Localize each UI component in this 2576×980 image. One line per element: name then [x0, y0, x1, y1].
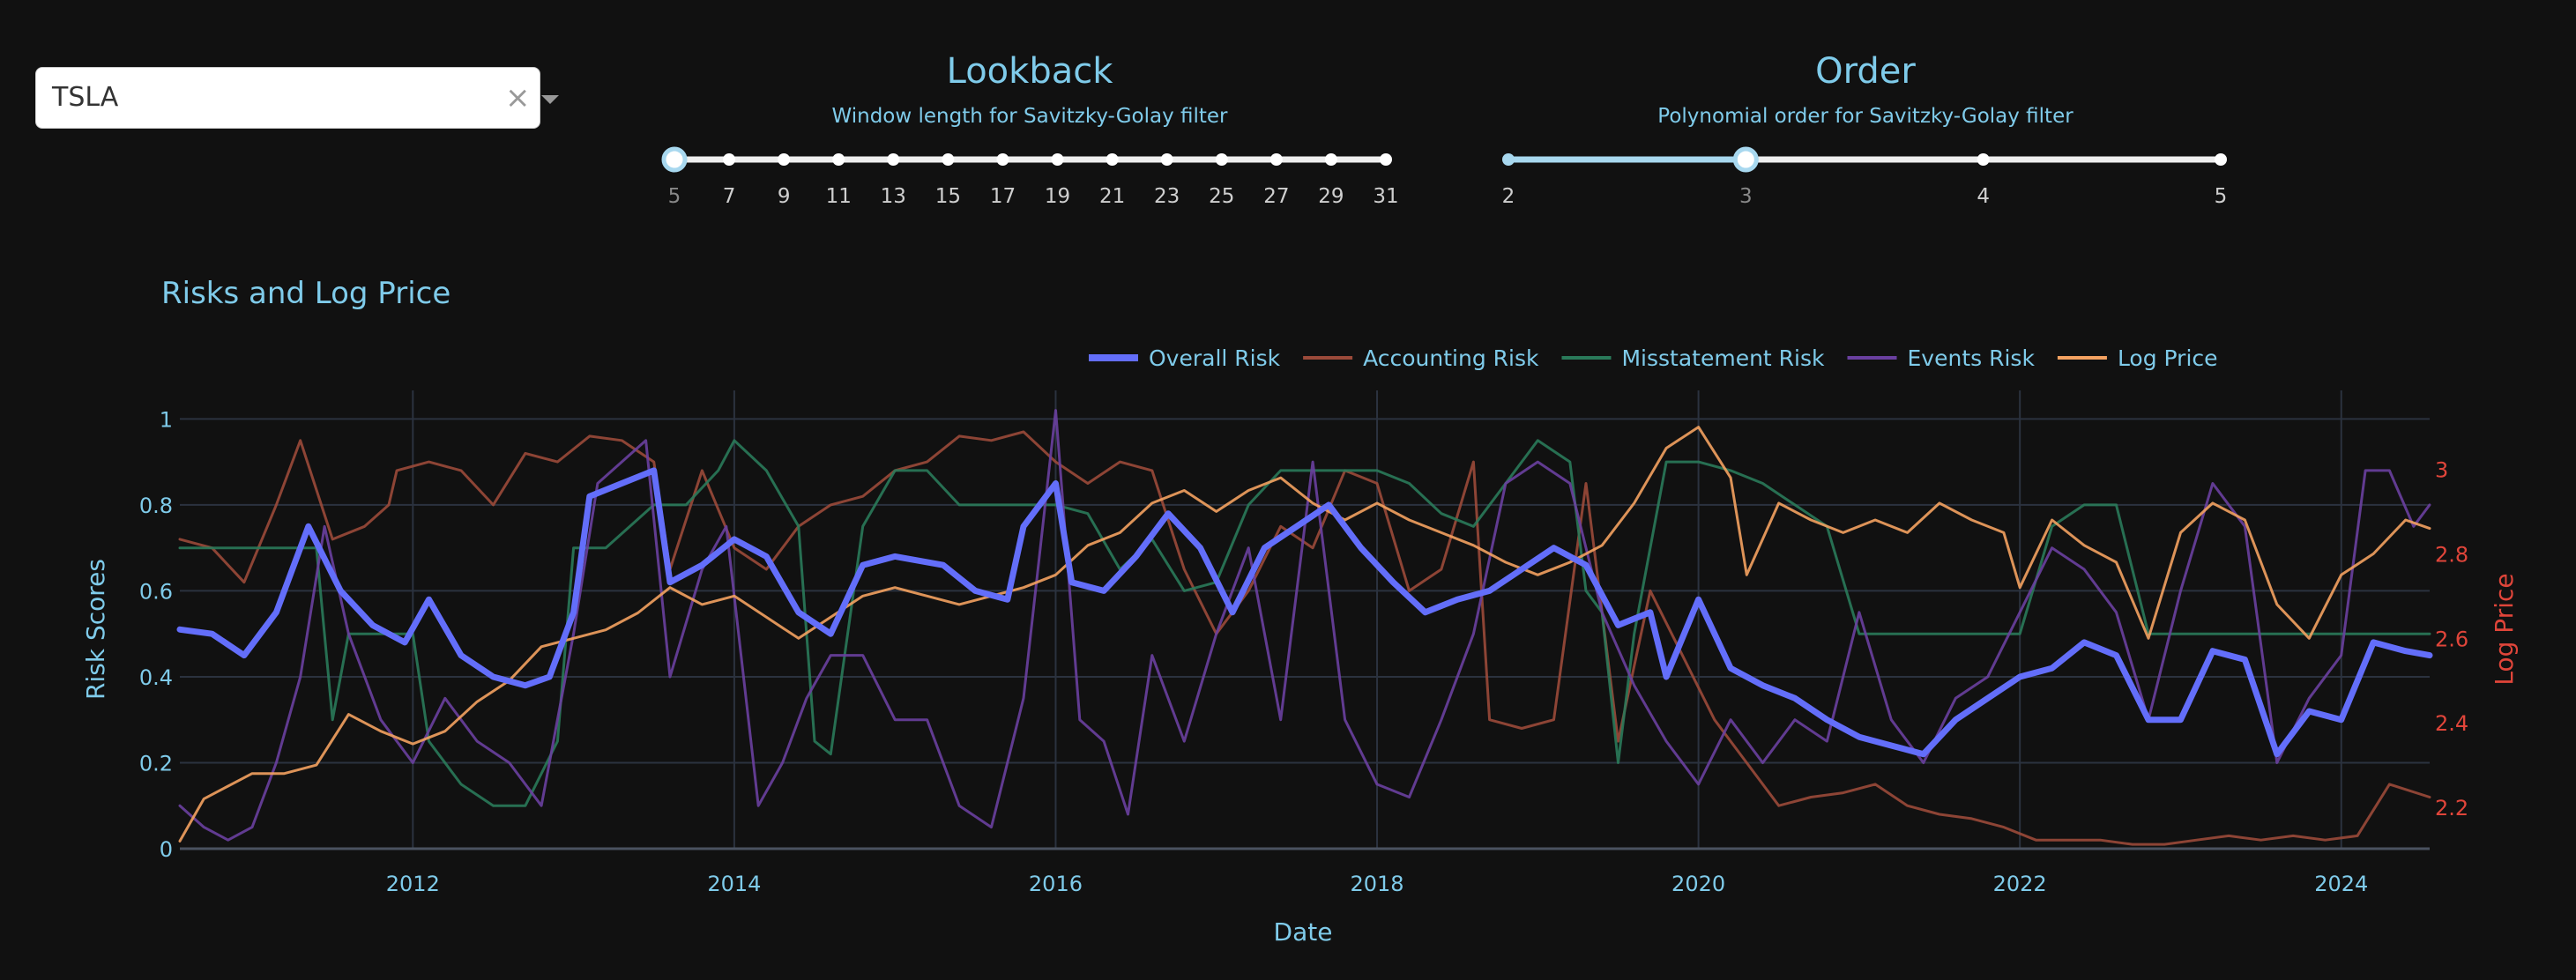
series-line-accounting-risk	[178, 430, 2431, 846]
lookback-slider-mark-label: 29	[1318, 185, 1344, 208]
series-line-events-risk	[178, 409, 2431, 842]
lookback-slider-mark-label: 19	[1045, 185, 1070, 208]
legend-item[interactable]: Accounting Risk	[1363, 345, 1539, 371]
x-tick-label: 2022	[1993, 872, 2047, 896]
x-tick-label: 2016	[1029, 872, 1083, 896]
order-subtitle: Polynomial order for Savitzky-Golay filt…	[1657, 105, 2073, 128]
lookback-slider-mark[interactable]	[1160, 153, 1173, 166]
y-axis-title: Risk Scores	[81, 559, 110, 700]
legend-item[interactable]: Overall Risk	[1149, 345, 1281, 371]
y-tick-label: 0.4	[139, 665, 173, 690]
legend-item[interactable]: Misstatement Risk	[1621, 345, 1825, 371]
lookback-slider-mark[interactable]	[1380, 153, 1392, 166]
lookback-slider-mark-label: 9	[778, 185, 791, 208]
series-line-log-price	[178, 426, 2431, 843]
lookback-slider-mark[interactable]	[778, 153, 791, 166]
x-tick-label: 2012	[386, 872, 440, 896]
ticker-dropdown[interactable]: TSLA ×	[35, 67, 559, 129]
x-tick-label: 2014	[707, 872, 761, 896]
y2-tick-label: 2.2	[2435, 796, 2468, 820]
y2-axis-title: Log Price	[2490, 573, 2519, 685]
lookback-slider-mark-label: 21	[1099, 185, 1125, 208]
order-slider-mark[interactable]	[1977, 153, 1990, 166]
order-slider-mark[interactable]	[2215, 153, 2227, 166]
y-tick-label: 1	[160, 407, 173, 432]
lookback-slider-handle[interactable]	[661, 146, 688, 173]
lookback-slider-mark[interactable]	[1106, 153, 1119, 166]
x-axis-title: Date	[1274, 917, 1333, 947]
lookback-slider-mark[interactable]	[1051, 153, 1064, 166]
order-slider-mark-label: 5	[2215, 185, 2228, 208]
clear-icon[interactable]: ×	[505, 80, 531, 115]
y-tick-label: 0.8	[139, 494, 173, 518]
lookback-slider-mark-label: 17	[990, 185, 1016, 208]
lookback-slider-mark-label: 7	[723, 185, 736, 208]
lookback-slider-mark[interactable]	[723, 153, 736, 166]
lookback-slider-mark[interactable]	[942, 153, 955, 166]
lookback-slider-mark-label: 25	[1209, 185, 1234, 208]
lookback-slider-mark[interactable]	[1215, 153, 1228, 166]
series-line-overall-risk	[176, 467, 2433, 758]
lookback-slider-mark[interactable]	[832, 153, 845, 166]
order-title: Order	[1815, 51, 1916, 92]
lookback-subtitle: Window length for Savitzky-Golay filter	[831, 105, 1228, 128]
lookback-slider-mark-label: 31	[1373, 185, 1398, 208]
x-tick-label: 2020	[1671, 872, 1725, 896]
lookback-slider-mark-label: 23	[1154, 185, 1180, 208]
y-tick-label: 0.6	[139, 579, 173, 604]
y2-tick-label: 2.6	[2435, 627, 2468, 651]
chart-title: Risks and Log Price	[161, 276, 450, 311]
x-tick-label: 2018	[1350, 872, 1403, 896]
y2-tick-label: 2.8	[2435, 542, 2468, 567]
lookback-slider-mark-label: 13	[881, 185, 906, 208]
lookback-slider-mark-label: 15	[935, 185, 961, 208]
order-slider-mark[interactable]	[1502, 153, 1515, 166]
lookback-title: Lookback	[946, 51, 1113, 92]
ticker-value: TSLA	[52, 82, 119, 113]
order-slider-mark-label: 2	[1502, 185, 1515, 208]
legend-item[interactable]: Log Price	[2118, 345, 2218, 371]
y2-tick-label: 3	[2435, 457, 2448, 482]
y-tick-label: 0	[160, 837, 173, 862]
chevron-down-icon[interactable]	[541, 95, 559, 104]
lookback-slider-mark[interactable]	[887, 153, 900, 166]
lookback-slider-mark[interactable]	[1269, 153, 1283, 166]
legend-item[interactable]: Events Risk	[1908, 345, 2036, 371]
lookback-slider-mark-label: 27	[1263, 185, 1289, 208]
lookback-slider-mark-label: 5	[668, 185, 681, 208]
y-tick-label: 0.2	[139, 751, 173, 776]
y2-tick-label: 2.4	[2435, 711, 2468, 736]
x-tick-label: 2024	[2314, 872, 2368, 896]
order-slider-mark-label: 3	[1739, 185, 1753, 208]
lookback-slider-mark[interactable]	[1324, 153, 1337, 166]
lookback-slider-mark-label: 11	[826, 185, 852, 208]
lookback-slider-mark[interactable]	[996, 153, 1009, 166]
order-slider-mark-label: 4	[1977, 185, 1990, 208]
order-slider-handle[interactable]	[1732, 146, 1759, 173]
